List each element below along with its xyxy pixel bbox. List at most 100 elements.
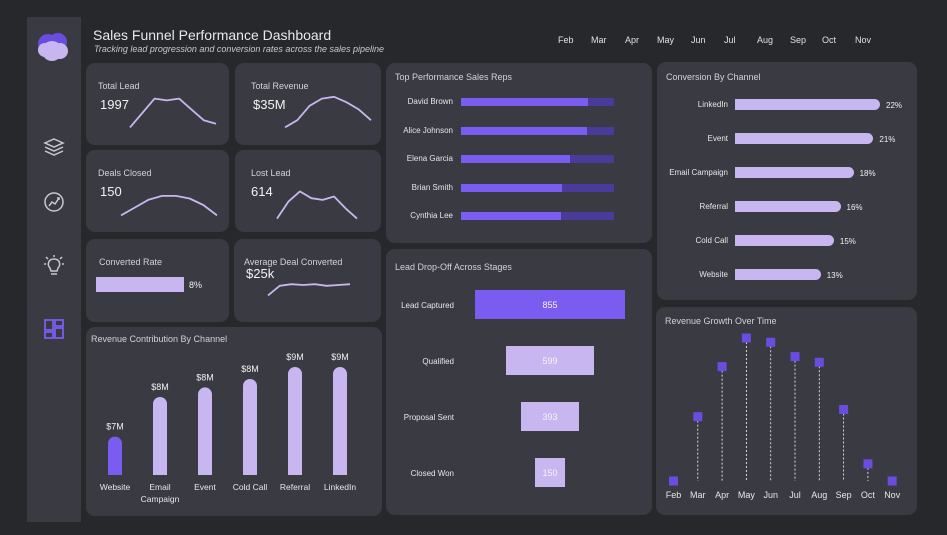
- rep-name: David Brown: [407, 97, 453, 106]
- kpi-value: 614: [251, 184, 273, 199]
- rep-bar-fill: [461, 155, 570, 163]
- deals-closed-card: Deals Closed 150: [86, 150, 229, 232]
- channel-bar: [735, 269, 821, 280]
- revenue-category-label: Email: [149, 482, 170, 492]
- deals-closed-sparkline: [120, 195, 218, 217]
- stage-bar: 393: [521, 402, 579, 431]
- revenue-category-label: Event: [194, 482, 216, 492]
- stage-bar: 599: [506, 346, 594, 375]
- revenue-bar: [108, 436, 122, 475]
- month-filter-feb[interactable]: Feb: [558, 35, 574, 45]
- lightbulb-icon[interactable]: [42, 254, 66, 278]
- converted-rate-value: 8%: [189, 280, 203, 290]
- chart-gauge-icon[interactable]: [42, 190, 66, 214]
- growth-point: [814, 357, 824, 367]
- growth-x-label: Oct: [861, 490, 876, 500]
- revenue-category-label: Website: [100, 482, 131, 492]
- total-revenue-card: Total Revenue $35M: [235, 63, 381, 145]
- converted-rate-card: Converted Rate 8%: [86, 239, 229, 322]
- channel-bar: [735, 235, 834, 246]
- revenue-bar-label: $9M: [331, 352, 349, 362]
- channel-percent: 13%: [826, 271, 843, 280]
- growth-x-label: Aug: [811, 490, 827, 500]
- revenue-category-label: LinkedIn: [324, 482, 356, 492]
- revenue-bar-label: $9M: [286, 352, 304, 362]
- logo-icon[interactable]: [36, 31, 72, 63]
- rep-bar-fill: [461, 126, 587, 135]
- top-reps-card: Top Performance Sales Reps David Brown Al…: [386, 63, 652, 243]
- revenue-growth-card: Revenue Growth Over Time Feb Mar Apr May Jun…: [656, 307, 917, 515]
- revenue-bar-label: $7M: [106, 422, 124, 432]
- month-filter-mar[interactable]: Mar: [591, 35, 607, 45]
- rep-bar-fill: [461, 183, 562, 192]
- rep-bar-fill: [461, 98, 588, 106]
- revenue-bar: [333, 367, 347, 475]
- month-filter-apr[interactable]: Apr: [625, 35, 640, 45]
- channel-name: LinkedIn: [697, 100, 728, 109]
- month-filter-jun[interactable]: Jun: [691, 35, 706, 45]
- stage-name: Proposal Sent: [403, 413, 454, 422]
- revenue-contribution-card: Revenue Contribution By Channel $7M Websi…: [86, 327, 382, 516]
- rep-bar-fill: [461, 212, 561, 220]
- card-title: Revenue Contribution By Channel: [91, 334, 228, 344]
- channel-percent: 18%: [859, 169, 876, 178]
- total-lead-sparkline: [129, 97, 217, 128]
- rep-bar-track: [461, 126, 614, 135]
- lead-dropoff-card: Lead Drop-Off Across Stages Lead Capture…: [386, 249, 652, 515]
- revenue-bar-base: [243, 468, 257, 475]
- kpi-value: 1997: [100, 97, 129, 112]
- channel-bar: [735, 201, 841, 212]
- channel-percent: 22%: [886, 101, 903, 110]
- layers-icon[interactable]: [42, 135, 66, 159]
- growth-x-label: Mar: [690, 490, 706, 500]
- revenue-bar-label: $8M: [196, 372, 214, 382]
- dashboard-grid-icon[interactable]: [42, 317, 66, 341]
- channel-percent: 21%: [879, 135, 896, 144]
- revenue-contribution-chart: $7M Website $8M Email Campaign $8M Event $8M Col…: [100, 352, 357, 504]
- sparkline-path: [267, 283, 351, 297]
- sidebar: [27, 17, 81, 522]
- month-filter-oct[interactable]: Oct: [822, 35, 837, 45]
- growth-x-label: Feb: [666, 490, 682, 500]
- page-title: Sales Funnel Performance Dashboard: [93, 27, 332, 43]
- growth-point: [669, 476, 678, 486]
- month-filter-aug[interactable]: Aug: [757, 35, 774, 45]
- stage-name: Qualified: [422, 357, 454, 366]
- stage-name: Closed Won: [410, 469, 454, 478]
- rep-name: Alice Johnson: [403, 125, 453, 135]
- growth-point: [741, 333, 751, 343]
- channel-bar: [735, 99, 880, 110]
- rep-bar-track: [461, 98, 614, 106]
- conversion-channel-card: Conversion By Channel LinkedIn 22% Event 21…: [657, 62, 917, 300]
- growth-x-label: Jul: [789, 490, 801, 500]
- kpi-value: 150: [100, 184, 122, 199]
- rep-name: Cynthia Lee: [410, 211, 453, 220]
- revenue-bar-base: [333, 468, 347, 475]
- month-filter-jul[interactable]: Jul: [724, 35, 736, 45]
- rep-name: Elena Garcia: [406, 154, 453, 163]
- sparkline-path: [276, 190, 358, 220]
- revenue-bar: [198, 387, 212, 475]
- channel-percent: 16%: [846, 203, 863, 212]
- sparkline-path: [120, 195, 218, 217]
- revenue-bar-base: [153, 468, 167, 475]
- avg-deal-card: Average Deal Converted $25k: [234, 239, 381, 322]
- month-filter-sep[interactable]: Sep: [790, 35, 807, 45]
- revenue-bar-base: [198, 468, 212, 475]
- growth-point: [790, 352, 800, 362]
- avg-deal-sparkline: [267, 283, 351, 297]
- growth-point: [717, 362, 727, 372]
- month-filter-nov[interactable]: Nov: [855, 35, 872, 45]
- rep-bar-track: [461, 212, 614, 220]
- kpi-value: $25k: [246, 266, 275, 281]
- revenue-bar: [243, 379, 257, 475]
- sparkline-path: [284, 95, 372, 129]
- month-filter-may[interactable]: May: [657, 35, 675, 45]
- channel-name: Email Campaign: [669, 168, 728, 177]
- rep-name: Brian Smith: [411, 182, 453, 192]
- total-lead-card: Total Lead 1997: [86, 63, 229, 145]
- page-subtitle: Tracking lead progression and conversion…: [94, 44, 384, 54]
- kpi-label: Average Deal Converted: [244, 257, 343, 267]
- growth-point: [887, 476, 897, 486]
- card-title: Lead Drop-Off Across Stages: [395, 262, 512, 272]
